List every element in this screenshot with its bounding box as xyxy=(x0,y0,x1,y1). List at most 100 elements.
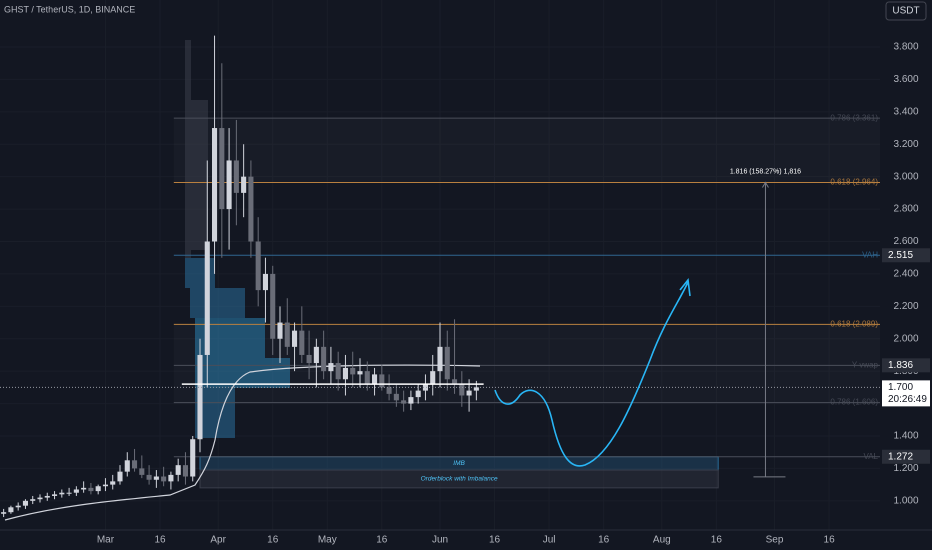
candle-body xyxy=(299,330,305,355)
x-tick-label: Mar xyxy=(97,535,115,546)
y-tick-label: 1.400 xyxy=(893,431,918,442)
candle-body xyxy=(284,322,290,347)
y-tick-label: 3.000 xyxy=(893,171,918,182)
candle-body xyxy=(466,390,472,396)
candle-body xyxy=(212,128,218,242)
x-tick-label: 16 xyxy=(711,535,723,546)
levels: 0.786 (3.361) 0.618 (2.964) VAH 0.618 (2.08… xyxy=(173,113,880,461)
candle-body xyxy=(342,367,348,380)
candle-body xyxy=(277,322,283,339)
profile-blue xyxy=(195,358,290,388)
x-tick-label: Jun xyxy=(432,535,448,546)
zone-label: IMB xyxy=(453,460,465,467)
candle-body xyxy=(161,476,167,482)
candle-body xyxy=(44,495,50,498)
candle-body xyxy=(241,176,247,193)
candle-body xyxy=(459,384,465,396)
candle-body xyxy=(182,465,188,477)
candle-body xyxy=(313,346,319,364)
candle-body xyxy=(393,393,399,401)
y-tick-label: 2.000 xyxy=(893,333,918,344)
countdown-label: 20:26:49 xyxy=(888,394,927,405)
candle-body xyxy=(117,471,123,482)
x-tick-label: 16 xyxy=(267,535,279,546)
candle-body xyxy=(197,354,203,440)
x-tick-label: 16 xyxy=(154,535,166,546)
candle-body xyxy=(102,484,108,487)
profile-blue xyxy=(190,288,245,318)
candle-body xyxy=(408,397,414,404)
y-tick-label: 2.400 xyxy=(893,269,918,280)
candle-body xyxy=(30,499,36,501)
price-tag xyxy=(882,358,930,373)
symbol-title: GHST / TetherUS, 1D, BINANCE xyxy=(4,4,135,14)
y-tick-label: 2.200 xyxy=(893,301,918,312)
price-tag-label: 1.272 xyxy=(888,451,913,462)
candle-body xyxy=(415,390,421,398)
candle-body xyxy=(335,363,341,380)
x-tick-label: Aug xyxy=(653,535,671,546)
candle-body xyxy=(66,492,72,494)
candle-body xyxy=(168,474,174,482)
zones: IMB Orderblock with Imbalance xyxy=(199,456,719,489)
level-label: 0.786 (1.606) xyxy=(830,398,878,407)
candle-body xyxy=(110,481,116,485)
x-tick-label: May xyxy=(318,535,337,546)
axis-labels: 1.0001.2001.4001.6001.8002.0002.2002.400… xyxy=(97,42,930,546)
candle-body xyxy=(81,487,87,490)
candle-body xyxy=(146,474,152,480)
candle-body xyxy=(226,160,232,210)
candle-body xyxy=(248,176,254,242)
candle-body xyxy=(52,494,58,496)
price-tag-label: 1.836 xyxy=(888,360,913,371)
vwap-line xyxy=(4,364,481,521)
candle-body xyxy=(233,160,239,193)
level-label: 0.786 (3.361) xyxy=(830,113,878,122)
candles xyxy=(1,35,479,518)
candle-body xyxy=(350,367,356,375)
y-tick-label: 3.200 xyxy=(893,139,918,150)
candle-body xyxy=(364,371,370,385)
y-tick-label: 2.800 xyxy=(893,204,918,215)
level-label: VAH xyxy=(862,250,878,259)
candle-body xyxy=(204,241,210,355)
candle-body xyxy=(444,346,450,380)
price-tag-label: 2.515 xyxy=(888,250,913,261)
level-label: VAL xyxy=(863,452,878,461)
candle-body xyxy=(139,468,145,475)
y-tick-label: 3.400 xyxy=(893,106,918,117)
y-tick-label: 3.600 xyxy=(893,74,918,85)
price-tag xyxy=(882,248,930,263)
candle-body xyxy=(175,465,181,475)
candle-body xyxy=(124,460,130,472)
candle-body xyxy=(372,374,378,385)
currency-label[interactable]: USDT xyxy=(892,6,919,17)
candle-body xyxy=(473,387,479,391)
y-tick-label: 1.200 xyxy=(893,463,918,474)
currency-button[interactable] xyxy=(885,1,927,21)
candle-body xyxy=(59,492,65,495)
candle-body xyxy=(379,374,385,388)
profile-gray xyxy=(185,40,191,270)
candle-body xyxy=(37,497,43,500)
candle-body xyxy=(437,346,443,372)
x-tick-label: Sep xyxy=(766,535,784,546)
candle-body xyxy=(262,273,268,291)
candle-body xyxy=(190,439,196,477)
zone-box xyxy=(199,469,719,489)
candle-body xyxy=(95,486,101,492)
measure-label: 1.816 (158.27%) 1,816 xyxy=(730,168,801,175)
candle-body xyxy=(88,487,94,492)
candle-body xyxy=(22,500,28,506)
profile-blue xyxy=(185,258,215,288)
overlay: 1.816 (158.27%) 1,816 xyxy=(0,168,880,478)
candle-body xyxy=(219,128,225,210)
level-label: 0.618 (2.964) xyxy=(830,178,878,187)
candle-body xyxy=(8,507,14,513)
candle-body xyxy=(1,512,7,514)
level-label: Y vwap xyxy=(852,360,879,369)
x-tick-label: 16 xyxy=(598,535,610,546)
level-label: 0.618 (2.089) xyxy=(830,319,878,328)
